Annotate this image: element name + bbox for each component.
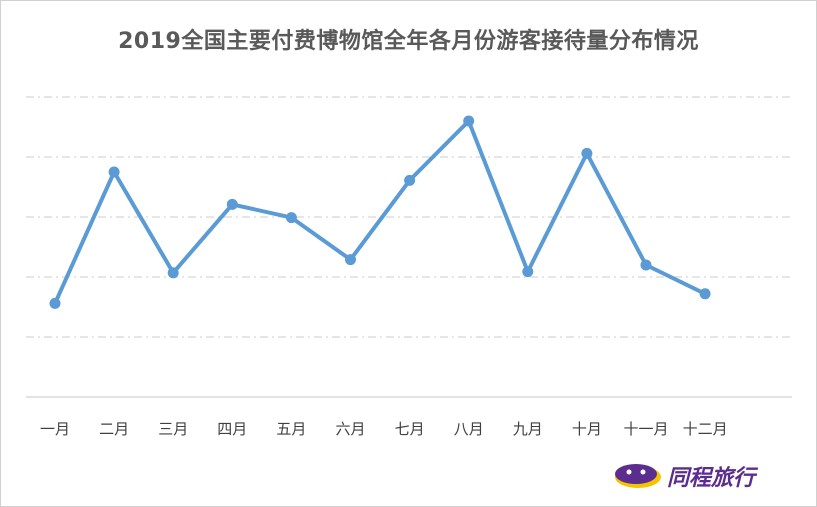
x-tick-label: 二月 xyxy=(99,420,129,438)
tongcheng-logo-icon xyxy=(615,464,661,488)
data-point xyxy=(49,297,61,309)
x-tick-label: 七月 xyxy=(395,420,425,438)
data-point xyxy=(463,115,475,127)
x-tick-label: 五月 xyxy=(276,420,306,438)
chart-title: 2019全国主要付费博物馆全年各月份游客接待量分布情况 xyxy=(118,29,699,54)
data-point xyxy=(581,147,593,159)
data-point xyxy=(345,254,356,266)
data-point xyxy=(167,267,179,279)
data-point xyxy=(640,259,652,271)
x-tick-label: 九月 xyxy=(513,420,543,438)
series-line xyxy=(53,119,708,306)
x-tick-label: 六月 xyxy=(335,420,365,438)
x-tick-label: 一月 xyxy=(40,420,70,438)
data-point xyxy=(226,198,238,210)
data-point xyxy=(522,266,534,278)
x-tick-label: 四月 xyxy=(217,420,247,438)
x-tick-label: 十月 xyxy=(572,420,602,438)
brand-logo-text: 同程旅行 xyxy=(667,466,756,491)
data-point xyxy=(404,174,416,186)
data-point xyxy=(108,166,120,178)
x-tick-label: 十二月 xyxy=(683,420,728,438)
data-point xyxy=(285,212,297,224)
brand-logo: 同程旅行 xyxy=(613,459,755,493)
x-tick-label: 八月 xyxy=(454,420,484,438)
data-point xyxy=(699,288,711,300)
x-tick-label: 三月 xyxy=(158,420,188,438)
x-tick-label: 十一月 xyxy=(623,420,668,438)
